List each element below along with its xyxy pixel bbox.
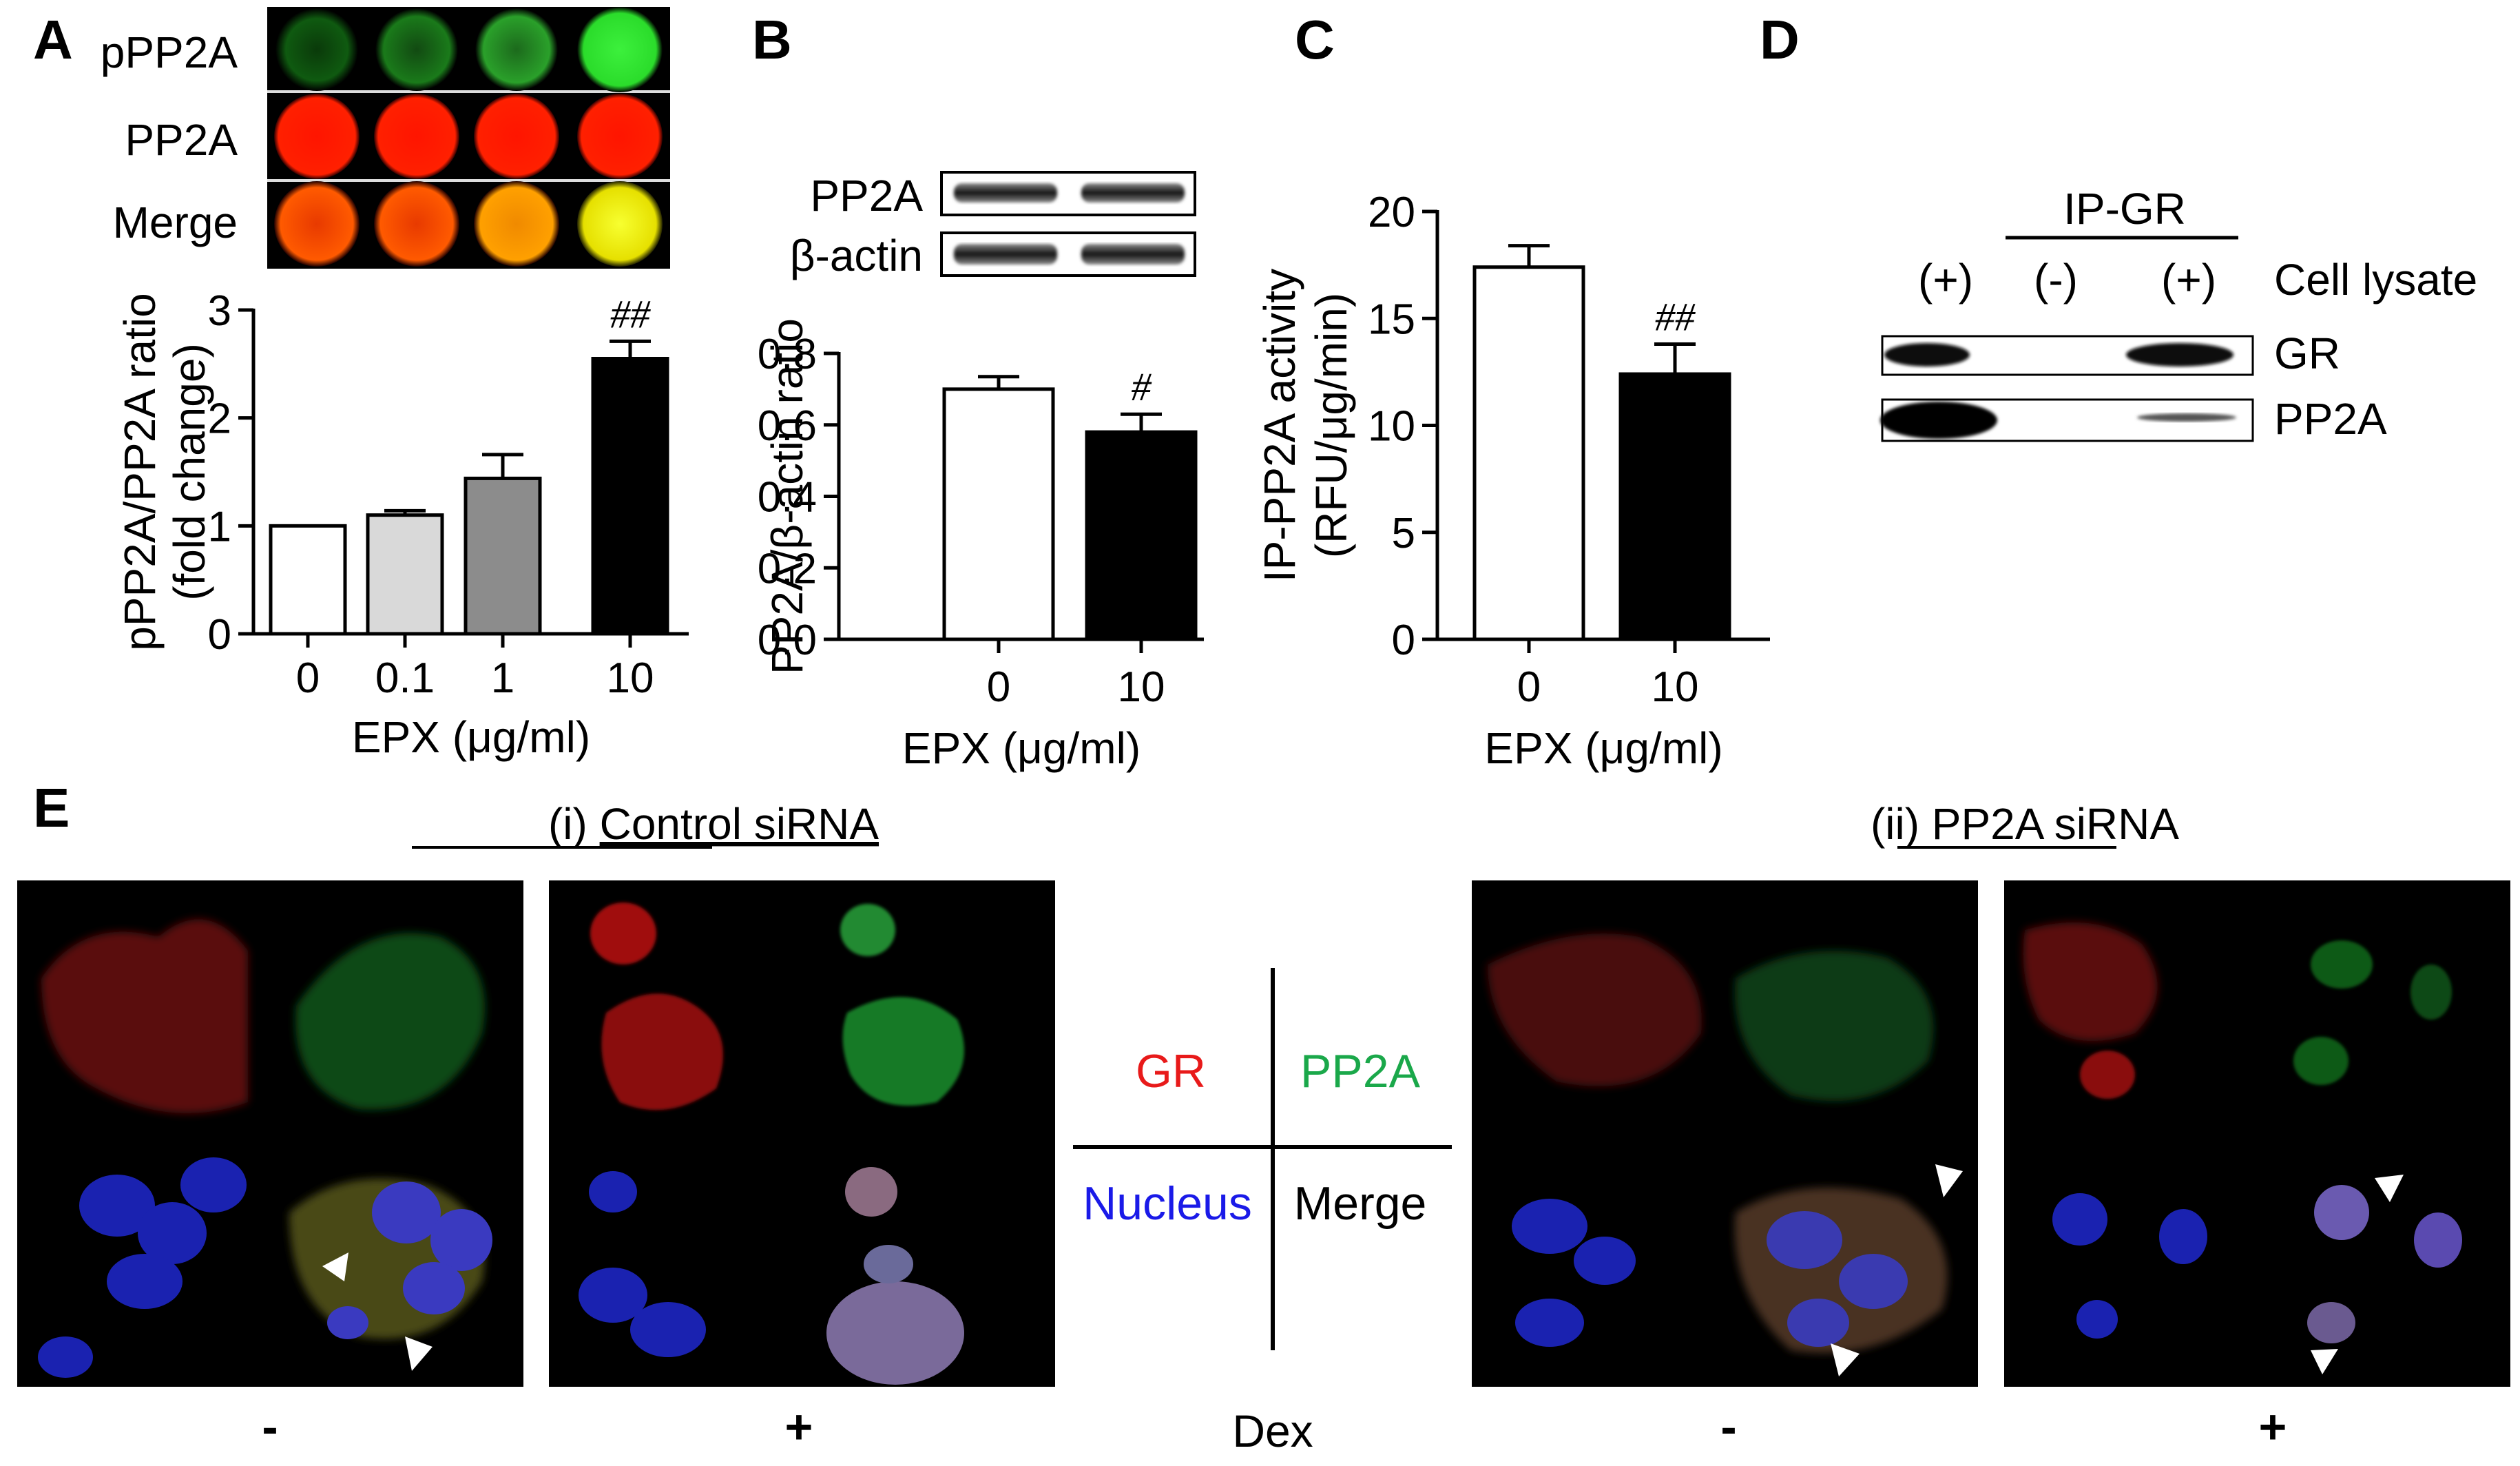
significance-marker: ## — [1655, 295, 1696, 340]
legend-pp2a: PP2A — [1300, 1045, 1421, 1097]
bar-10 — [1618, 372, 1731, 641]
lane-label-2: (-) — [2034, 255, 2078, 304]
treatment-axis-label: Dex — [1232, 1405, 1313, 1456]
lane-label-1: (+) — [1918, 255, 1973, 304]
y-tick-label: 0.6 — [758, 402, 817, 450]
y-tick-label: 15 — [1368, 296, 1415, 343]
legend-nucleus: Nucleus — [1083, 1177, 1252, 1230]
y-axis-label: IP-PP2A activity — [1255, 269, 1304, 582]
y-tick-label: 0.0 — [758, 617, 817, 664]
blot-row-label-pp2a-d: PP2A — [2274, 394, 2387, 444]
chart-b: 0.0 0.2 0.4 0.6 0.8 0 10 # EPX (μg/ml) PP2A/β-act… — [758, 318, 1204, 773]
bar-0 — [269, 524, 347, 636]
blot-label-pp2a: PP2A — [810, 171, 923, 220]
blot-label-beta-actin: β-actin — [790, 231, 923, 280]
panel-label-c: C — [1295, 9, 1335, 70]
chart-c: 0 5 10 15 20 0 10 ## EPX (μg/ml) IP-PP2A activity… — [1255, 189, 1770, 773]
y-tick-label: 5 — [1392, 510, 1415, 557]
y-tick-label: 0.2 — [758, 545, 817, 592]
x-tick-label: 0 — [296, 654, 320, 702]
bar-0 — [1472, 265, 1585, 641]
significance-marker: # — [1132, 364, 1152, 409]
y-tick-label: 2 — [208, 395, 231, 443]
x-axis-label: EPX (μg/ml) — [1484, 723, 1722, 773]
y-tick-label: 10 — [1368, 403, 1415, 451]
treatment-label-1: - — [262, 1400, 278, 1454]
ip-label: IP-GR — [2063, 184, 2186, 234]
y-tick-label: 0 — [1392, 617, 1415, 664]
micrograph-control-minus — [17, 880, 523, 1387]
y-tick-label: 0 — [208, 611, 231, 659]
legend-gr: GR — [1136, 1045, 1206, 1097]
bar-10 — [1085, 430, 1198, 641]
lane-header-cell-lysate: Cell lysate — [2274, 255, 2477, 304]
panel-label-e: E — [33, 777, 70, 838]
lane-label-3: (+) — [2161, 255, 2216, 304]
treatment-label-2: + — [785, 1400, 813, 1454]
condition-title-control: (i) Control siRNA — [548, 799, 879, 849]
panel-label-a: A — [33, 9, 73, 70]
y-tick-label: 0.8 — [758, 331, 817, 378]
blot-row-label-gr: GR — [2274, 329, 2340, 378]
x-axis-label: EPX (μg/ml) — [902, 723, 1141, 773]
western-blot-b — [940, 171, 1196, 277]
well-row-label-pPP2A: pPP2A — [101, 28, 238, 77]
bar-10 — [591, 357, 669, 636]
bar-0 — [942, 387, 1055, 641]
co-ip-blot — [1880, 335, 2254, 442]
well-row-label-merge: Merge — [113, 198, 238, 247]
x-tick-label: 10 — [607, 654, 654, 702]
micrograph-pp2a-plus — [2004, 880, 2510, 1387]
micrograph-control-plus — [549, 880, 1055, 1387]
bar-0.1 — [366, 513, 444, 636]
chart-a: 0 1 2 3 0 0.1 1 10 ## EPX (μg/ml) pPP2A/PP2A ratio… — [115, 287, 689, 762]
panel-label-d: D — [1760, 9, 1800, 70]
x-tick-label: 0 — [987, 663, 1010, 711]
y-axis-label: (fold change) — [165, 343, 214, 601]
x-tick-label: 1 — [491, 654, 514, 702]
treatment-label-3: - — [1720, 1400, 1736, 1454]
panel-label-b: B — [752, 9, 792, 70]
x-axis-label: EPX (μg/ml) — [352, 712, 590, 762]
x-tick-label: 10 — [1652, 663, 1699, 711]
y-tick-label: 1 — [208, 503, 231, 550]
treatment-label-4: + — [2259, 1400, 2287, 1454]
y-tick-label: 3 — [208, 287, 231, 335]
x-tick-label: 0.1 — [375, 654, 435, 702]
y-axis-label: PP2A/β-actin ratio — [762, 318, 812, 674]
micrograph-pp2a-minus — [1472, 880, 1978, 1387]
bar-1 — [464, 476, 542, 636]
y-axis-label: pPP2A/PP2A ratio — [115, 293, 165, 650]
significance-marker: ## — [610, 291, 651, 336]
y-tick-label: 20 — [1368, 189, 1415, 236]
y-axis-label: (RFU/μg/min) — [1306, 293, 1356, 558]
legend-merge: Merge — [1294, 1177, 1427, 1230]
well-row-label-PP2A: PP2A — [125, 115, 238, 165]
well-image — [267, 7, 670, 269]
condition-title-pp2a: (ii) PP2A siRNA — [1871, 799, 2179, 849]
x-tick-label: 0 — [1517, 663, 1541, 711]
x-tick-label: 10 — [1118, 663, 1165, 711]
y-tick-label: 0.4 — [758, 474, 817, 522]
